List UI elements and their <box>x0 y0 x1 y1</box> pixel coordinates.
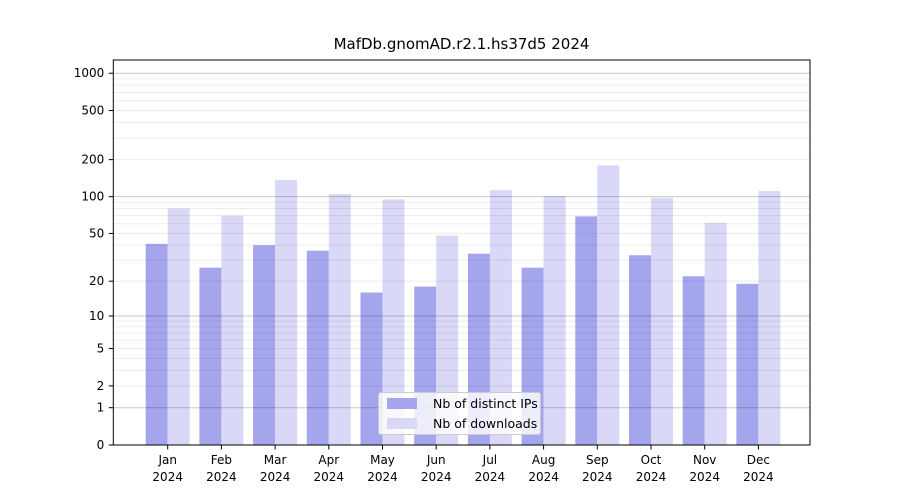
bar-downloads-feb <box>221 215 244 445</box>
axes-spines <box>112 59 811 446</box>
x-tick-label-year-sep: 2024 <box>582 470 613 484</box>
x-tick-label-month-jan: Jan <box>157 453 177 467</box>
chart-legend: Nb of distinct IPs Nb of downloads <box>378 392 541 435</box>
y-tick-label-1: 1 <box>97 401 105 415</box>
x-tick-label-month-nov: Nov <box>693 453 716 467</box>
x-tick-label-month-aug: Aug <box>532 453 555 467</box>
bar-downloads-dec <box>758 191 781 445</box>
x-tick-label-month-may: May <box>370 453 395 467</box>
x-tick-label-year-nov: 2024 <box>689 470 720 484</box>
x-tick-label-year-apr: 2024 <box>314 470 345 484</box>
x-tick-label-month-jul: Jul <box>482 453 497 467</box>
bar-downloads-sep <box>597 165 620 445</box>
y-tick-label-50: 50 <box>89 226 104 240</box>
legend-label-distinct-ips: Nb of distinct IPs <box>433 396 538 411</box>
y-tick-label-5: 5 <box>97 342 105 356</box>
bar-distinct-ips-dec <box>736 283 759 445</box>
bar-distinct-ips-mar <box>253 245 276 445</box>
y-tick-label-2: 2 <box>97 379 105 393</box>
legend-swatch-downloads <box>387 418 417 429</box>
x-tick-label-year-oct: 2024 <box>636 470 667 484</box>
x-tick-label-month-sep: Sep <box>586 453 609 467</box>
bar-downloads-jan <box>167 208 190 445</box>
x-tick-label-year-dec: 2024 <box>743 470 774 484</box>
x-tick-label-month-oct: Oct <box>641 453 662 467</box>
bar-distinct-ips-jan <box>145 243 168 445</box>
bar-distinct-ips-apr <box>306 250 329 445</box>
y-tick-label-1000: 1000 <box>74 66 105 80</box>
bar-distinct-ips-sep <box>575 216 598 445</box>
x-tick-label-year-jan: 2024 <box>152 470 183 484</box>
bar-downloads-nov <box>704 222 727 445</box>
legend-item-distinct-ips: Nb of distinct IPs <box>387 395 538 412</box>
bar-downloads-oct <box>651 197 673 445</box>
x-tick-label-month-apr: Apr <box>318 453 339 467</box>
bar-downloads-jul <box>489 190 512 445</box>
legend-item-downloads: Nb of downloads <box>387 415 537 432</box>
x-tick-label-month-mar: Mar <box>264 453 287 467</box>
x-tick-label-year-may: 2024 <box>367 470 398 484</box>
x-tick-label-year-feb: 2024 <box>206 470 237 484</box>
y-tick-label-200: 200 <box>81 153 104 167</box>
y-tick-label-10: 10 <box>89 309 104 323</box>
bar-distinct-ips-oct <box>629 255 651 445</box>
chart-title: MafDb.gnomAD.r2.1.hs37d5 2024 <box>333 35 590 53</box>
y-tick-label-100: 100 <box>81 190 104 204</box>
x-tick-label-year-jul: 2024 <box>475 470 506 484</box>
bar-distinct-ips-may <box>360 292 383 445</box>
bar-distinct-ips-feb <box>199 267 222 445</box>
x-tick-label-month-jun: Jun <box>426 453 446 467</box>
legend-swatch-distinct-ips <box>387 398 417 409</box>
x-tick-label-year-mar: 2024 <box>260 470 291 484</box>
bar-downloads-aug <box>543 196 566 445</box>
x-tick-label-month-feb: Feb <box>211 453 232 467</box>
y-tick-label-0: 0 <box>97 438 105 452</box>
x-tick-label-year-jun: 2024 <box>421 470 452 484</box>
bar-downloads-apr <box>328 194 351 445</box>
x-tick-label-month-dec: Dec <box>747 453 770 467</box>
legend-label-downloads: Nb of downloads <box>433 416 538 431</box>
y-tick-label-500: 500 <box>81 103 104 117</box>
bar-distinct-ips-nov <box>682 276 705 445</box>
x-tick-label-year-aug: 2024 <box>528 470 559 484</box>
bar-downloads-mar <box>275 179 298 445</box>
bar-downloads-may <box>382 199 405 445</box>
y-tick-label-20: 20 <box>89 274 104 288</box>
